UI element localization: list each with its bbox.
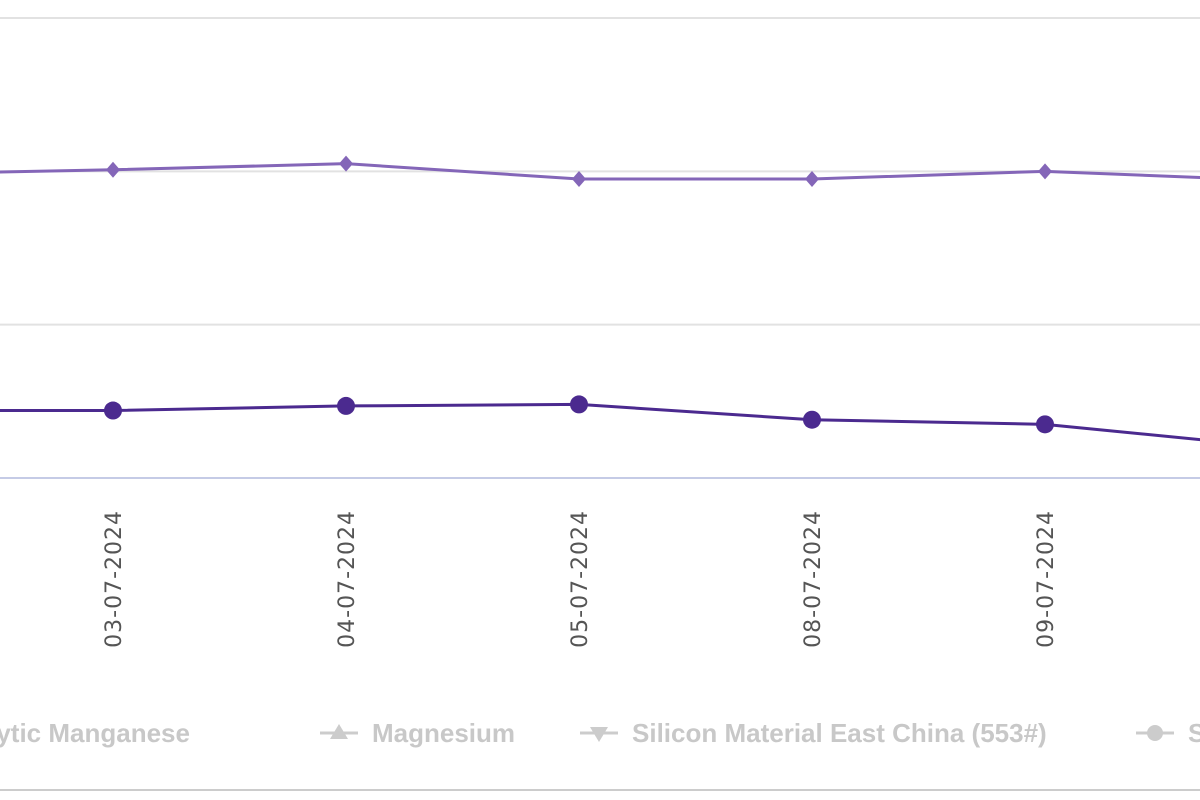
legend-label: S	[1188, 718, 1200, 748]
legend-label: Magnesium	[372, 718, 515, 748]
legend-symbol	[590, 727, 608, 742]
point	[1036, 415, 1054, 434]
x-tick-label: 08-07-2024	[801, 510, 826, 648]
point	[805, 171, 819, 187]
point	[1038, 163, 1052, 180]
point	[106, 161, 120, 178]
legend: ctrolytic Manganese Magnesium Silicon Mate…	[0, 718, 1200, 748]
point	[803, 410, 821, 429]
point	[570, 395, 588, 414]
legend-label: ctrolytic Manganese	[0, 718, 190, 748]
point	[339, 155, 353, 172]
legend-symbol	[330, 724, 348, 739]
x-tick-label: 03-07-2024	[102, 510, 127, 648]
point	[104, 401, 122, 420]
x-tick-label: 05-07-2024	[568, 510, 593, 648]
legend-symbol	[1147, 725, 1163, 741]
x-tick-label: 09-07-2024	[1034, 510, 1059, 648]
x-tick-label: 04-07-2024	[335, 510, 360, 648]
legend-label: Silicon Material East China (553#)	[632, 718, 1047, 748]
series-line	[0, 402, 1200, 442]
point	[572, 171, 586, 187]
point	[337, 396, 355, 415]
